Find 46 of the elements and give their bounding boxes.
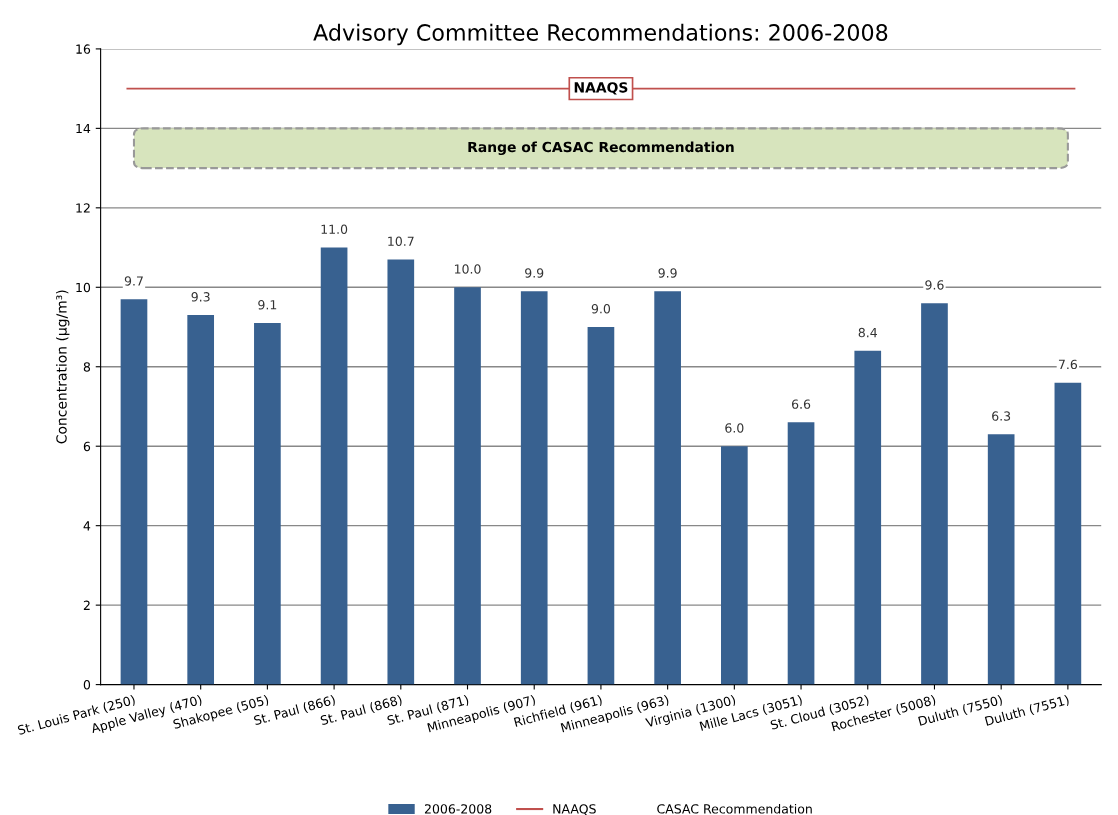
- data-label: 6.3: [992, 411, 1011, 421]
- chart-title: Advisory Committee Recommendations: 2006-2008: [313, 23, 888, 46]
- bar: [587, 327, 615, 685]
- y-tick-label: 14: [76, 124, 91, 134]
- bar: [254, 323, 281, 685]
- data-label: 9.7: [124, 276, 143, 286]
- data-label: 9.1: [258, 300, 277, 310]
- bar: [987, 434, 1015, 685]
- legend-label: 2006-2008: [424, 804, 492, 814]
- data-label: 9.9: [658, 268, 677, 278]
- bar: [120, 299, 148, 685]
- data-label: 10.7: [388, 236, 414, 246]
- data-label: 6.6: [791, 399, 811, 409]
- bar: [721, 446, 748, 685]
- y-tick-label: 10: [76, 282, 91, 293]
- data-label: 9.9: [525, 268, 544, 278]
- y-axis-title: Concentration (µg/m³): [55, 290, 70, 444]
- text: NAAQS: [553, 804, 596, 815]
- bar: [387, 259, 415, 685]
- bar: [921, 303, 948, 685]
- data-label: 9.6: [925, 280, 944, 290]
- y-tick-label: 8: [83, 362, 91, 372]
- bar: [787, 422, 815, 685]
- data-label: 8.4: [858, 327, 877, 338]
- y-tick-label: 6: [83, 441, 91, 452]
- data-label: 9.3: [191, 292, 210, 302]
- y-tick-label: 12: [76, 203, 90, 213]
- ref-line-label: NAAQS: [574, 82, 628, 95]
- text: CASAC Recommendation: [657, 803, 812, 814]
- data-label: 9.0: [591, 304, 611, 314]
- bar: [1054, 382, 1082, 685]
- data-label: 10.0: [454, 264, 481, 274]
- bar: [454, 287, 481, 685]
- data-label: 7.6: [1058, 359, 1078, 370]
- band-label: Range of CASAC Recommendation: [468, 141, 734, 155]
- bar: [187, 315, 215, 685]
- bar: [520, 291, 548, 685]
- bar: [854, 350, 882, 685]
- y-tick-label: 16: [76, 44, 91, 54]
- y-tick-label: 4: [83, 521, 91, 531]
- bar: [654, 291, 681, 685]
- bar: [320, 247, 348, 685]
- y-tick-label: 0: [83, 680, 91, 690]
- data-label: 6.0: [725, 423, 744, 433]
- data-label: 11.0: [321, 224, 348, 235]
- y-tick-label: 2: [83, 600, 90, 610]
